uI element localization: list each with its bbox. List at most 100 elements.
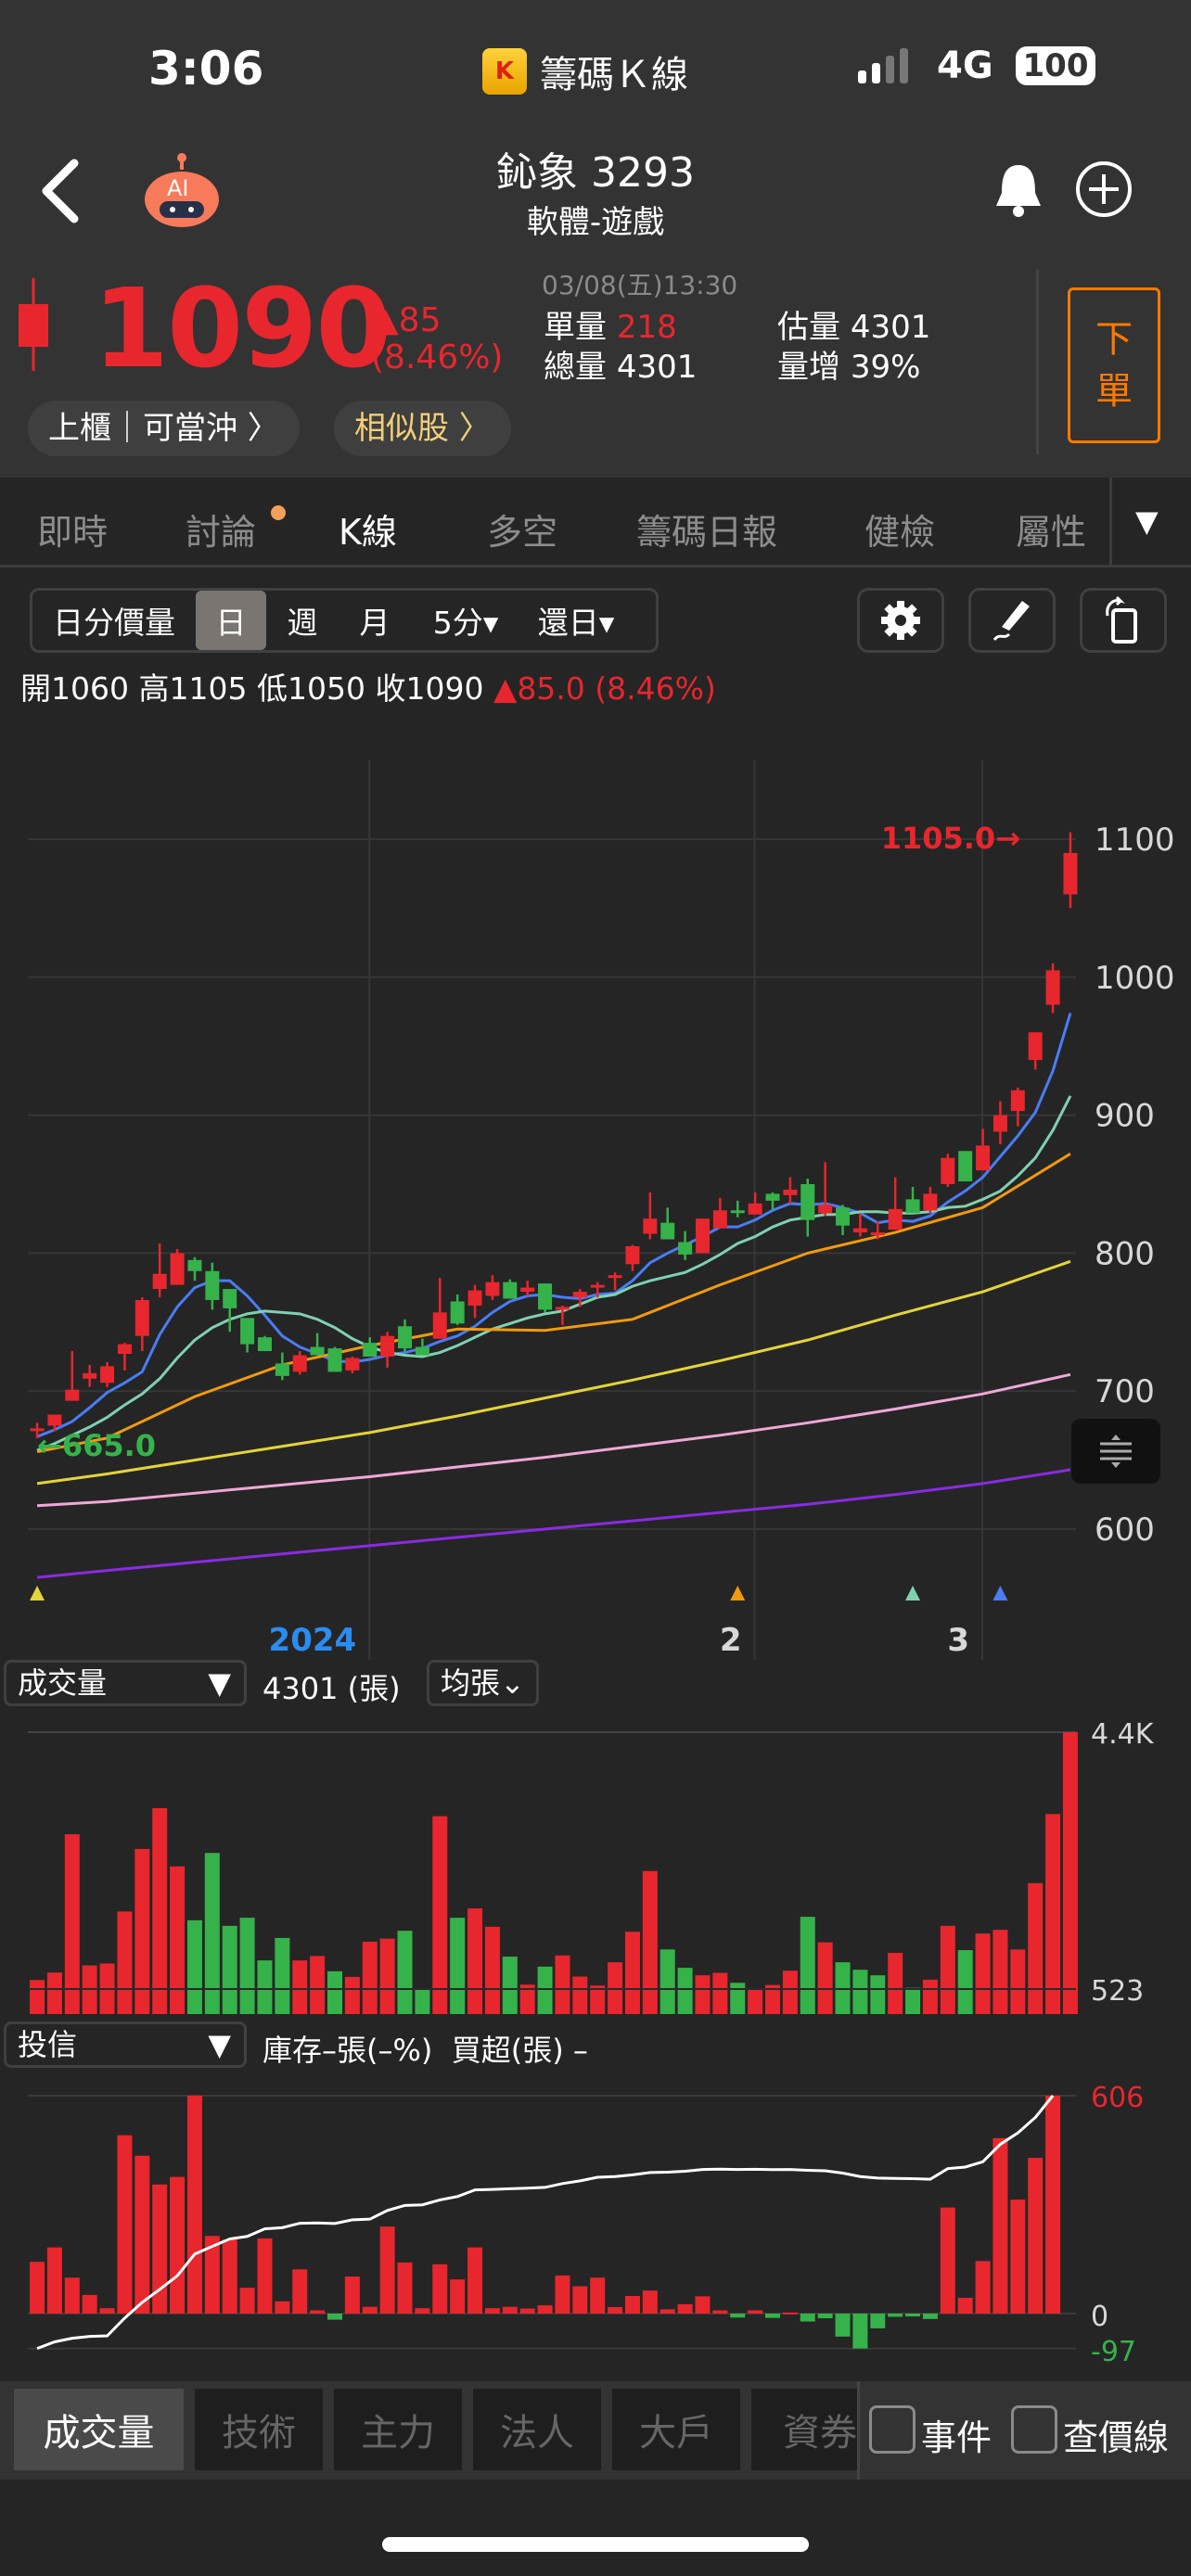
price-change-pct: (8.46%) [371, 338, 504, 376]
institution-bar [642, 2290, 658, 2314]
market-pill[interactable]: 上櫃｜可當沖 〉 [28, 401, 300, 456]
bottom-tab-technical[interactable]: 技術 [195, 2389, 323, 2470]
event-marker-icon [730, 1586, 746, 1600]
candle-body [450, 1301, 465, 1324]
stock-title: 鈊象 3293 [496, 149, 695, 197]
volume-bar [888, 1953, 903, 2014]
ai-robot-button[interactable]: AI [139, 153, 224, 227]
price-line-checkbox[interactable] [1011, 2405, 1057, 2454]
event-checkbox[interactable] [869, 2405, 916, 2454]
candle-body [30, 1428, 45, 1432]
period-adjusted-day[interactable]: 還日▾ [537, 605, 615, 641]
date-label: 2024 [269, 1622, 357, 1659]
candle-body [117, 1344, 132, 1355]
place-order-button[interactable]: 下 單 [1068, 287, 1160, 443]
moving-average-line [36, 1259, 1071, 1486]
candle-body [47, 1414, 62, 1426]
bottom-tab-margin[interactable]: 資券 [751, 2389, 857, 2470]
volume-bar [905, 1987, 921, 2014]
bottom-tab-big-holders[interactable]: 大戶 [612, 2389, 740, 2470]
period-week[interactable]: 週 [287, 605, 318, 641]
volume-bar [660, 1949, 675, 2014]
candle-body [327, 1348, 342, 1372]
volume-bar [327, 1970, 342, 2014]
candle-body [432, 1312, 447, 1339]
tab-kline[interactable]: K線 [339, 512, 397, 553]
bottom-tab-main-force[interactable]: 主力 [334, 2389, 462, 2470]
back-arrow-icon[interactable] [37, 158, 83, 224]
institution-bar [555, 2275, 570, 2314]
institution-bar [30, 2262, 45, 2314]
volume-bar [204, 1853, 220, 2014]
tab-chip-daily[interactable]: 籌碼日報 [636, 512, 778, 553]
tab-discussion[interactable]: 討論 [186, 512, 257, 553]
volume-indicator-dropdown[interactable]: 成交量 ▼ [4, 1660, 247, 1706]
period-5min[interactable]: 5分▾ [432, 605, 499, 641]
pen-icon [992, 601, 1030, 642]
institution-dropdown[interactable]: 投信 ▼ [4, 2021, 247, 2068]
tab-realtime[interactable]: 即時 [37, 512, 109, 553]
institution-bar [327, 2314, 342, 2320]
volume-bar [782, 1970, 798, 2014]
volume-bar [170, 1866, 186, 2014]
price-tick-label: 1000 [1095, 960, 1175, 997]
period-day[interactable]: 日 [196, 591, 266, 650]
volume-bar [852, 1970, 868, 2014]
notification-dot [271, 505, 286, 520]
institution-bar [82, 2294, 97, 2314]
rotate-button[interactable] [1080, 588, 1167, 653]
rotate-screen-icon [1106, 595, 1137, 644]
institution-bar [782, 2312, 798, 2315]
volume-increase-value: 39% [850, 349, 921, 386]
bell-icon[interactable] [991, 159, 1046, 221]
institution-bar [624, 2295, 640, 2314]
institution-bar [992, 2137, 1008, 2314]
volume-bar [590, 1985, 606, 2014]
high-price-marker: 1105.0→ [881, 821, 1020, 856]
institution-bar [748, 2310, 763, 2314]
volume-increase-label: 量增 [777, 349, 840, 386]
bottom-tab-institutional[interactable]: 法人 [473, 2389, 601, 2470]
resize-handle[interactable] [1071, 1419, 1160, 1484]
period-daily-price-volume[interactable]: 日分價量 [53, 605, 175, 641]
volume-bar [519, 1984, 535, 2014]
candle-body [765, 1193, 780, 1201]
institution-bar [484, 2308, 500, 2314]
price-tick-label: 600 [1095, 1511, 1155, 1549]
price-tick-label: 800 [1095, 1235, 1155, 1272]
draw-button[interactable] [968, 588, 1056, 653]
tab-health-check[interactable]: 健檢 [864, 512, 936, 553]
institution-bottom-label: -97 [1091, 2336, 1136, 2368]
volume-bar [624, 1932, 640, 2014]
institution-bar [922, 2314, 938, 2319]
bottom-tab-volume[interactable]: 成交量 [14, 2389, 184, 2470]
avg-lot-button[interactable]: 均張⌄ [427, 1660, 539, 1706]
institution-bar [712, 2310, 728, 2314]
volume-bar [765, 1984, 780, 2014]
volume-bar [344, 1976, 360, 2014]
institution-bar [817, 2314, 833, 2319]
battery-icon: 100 [1016, 46, 1095, 85]
volume-bar [134, 1848, 150, 2014]
volume-bar [730, 1983, 746, 2014]
volume-bar [502, 1957, 518, 2014]
period-month[interactable]: 月 [359, 605, 391, 641]
price-line-label: 查價線 [1063, 2417, 1170, 2458]
status-app: K 籌碼Ｋ線 [482, 45, 688, 98]
settings-button[interactable] [857, 588, 944, 653]
ohlc-change: ▲85.0 (8.46%) [493, 670, 716, 707]
tab-attributes[interactable]: 屬性 [1016, 512, 1087, 553]
moving-average-line [36, 1372, 1071, 1508]
add-circle-icon[interactable] [1074, 159, 1133, 219]
volume-bar [712, 1972, 728, 2014]
volume-bar [870, 1975, 886, 2014]
tabs-more-button[interactable]: ▼ [1135, 504, 1159, 539]
moving-average-line [36, 1468, 1071, 1579]
tab-long-short[interactable]: 多空 [487, 512, 558, 553]
volume-bar [450, 1918, 466, 2014]
up-candle-icon [19, 278, 48, 371]
similar-stocks-pill[interactable]: 相似股 〉 [334, 401, 511, 456]
stock-industry: 軟體-遊戲 [526, 204, 665, 241]
candle-body [1028, 1032, 1043, 1061]
